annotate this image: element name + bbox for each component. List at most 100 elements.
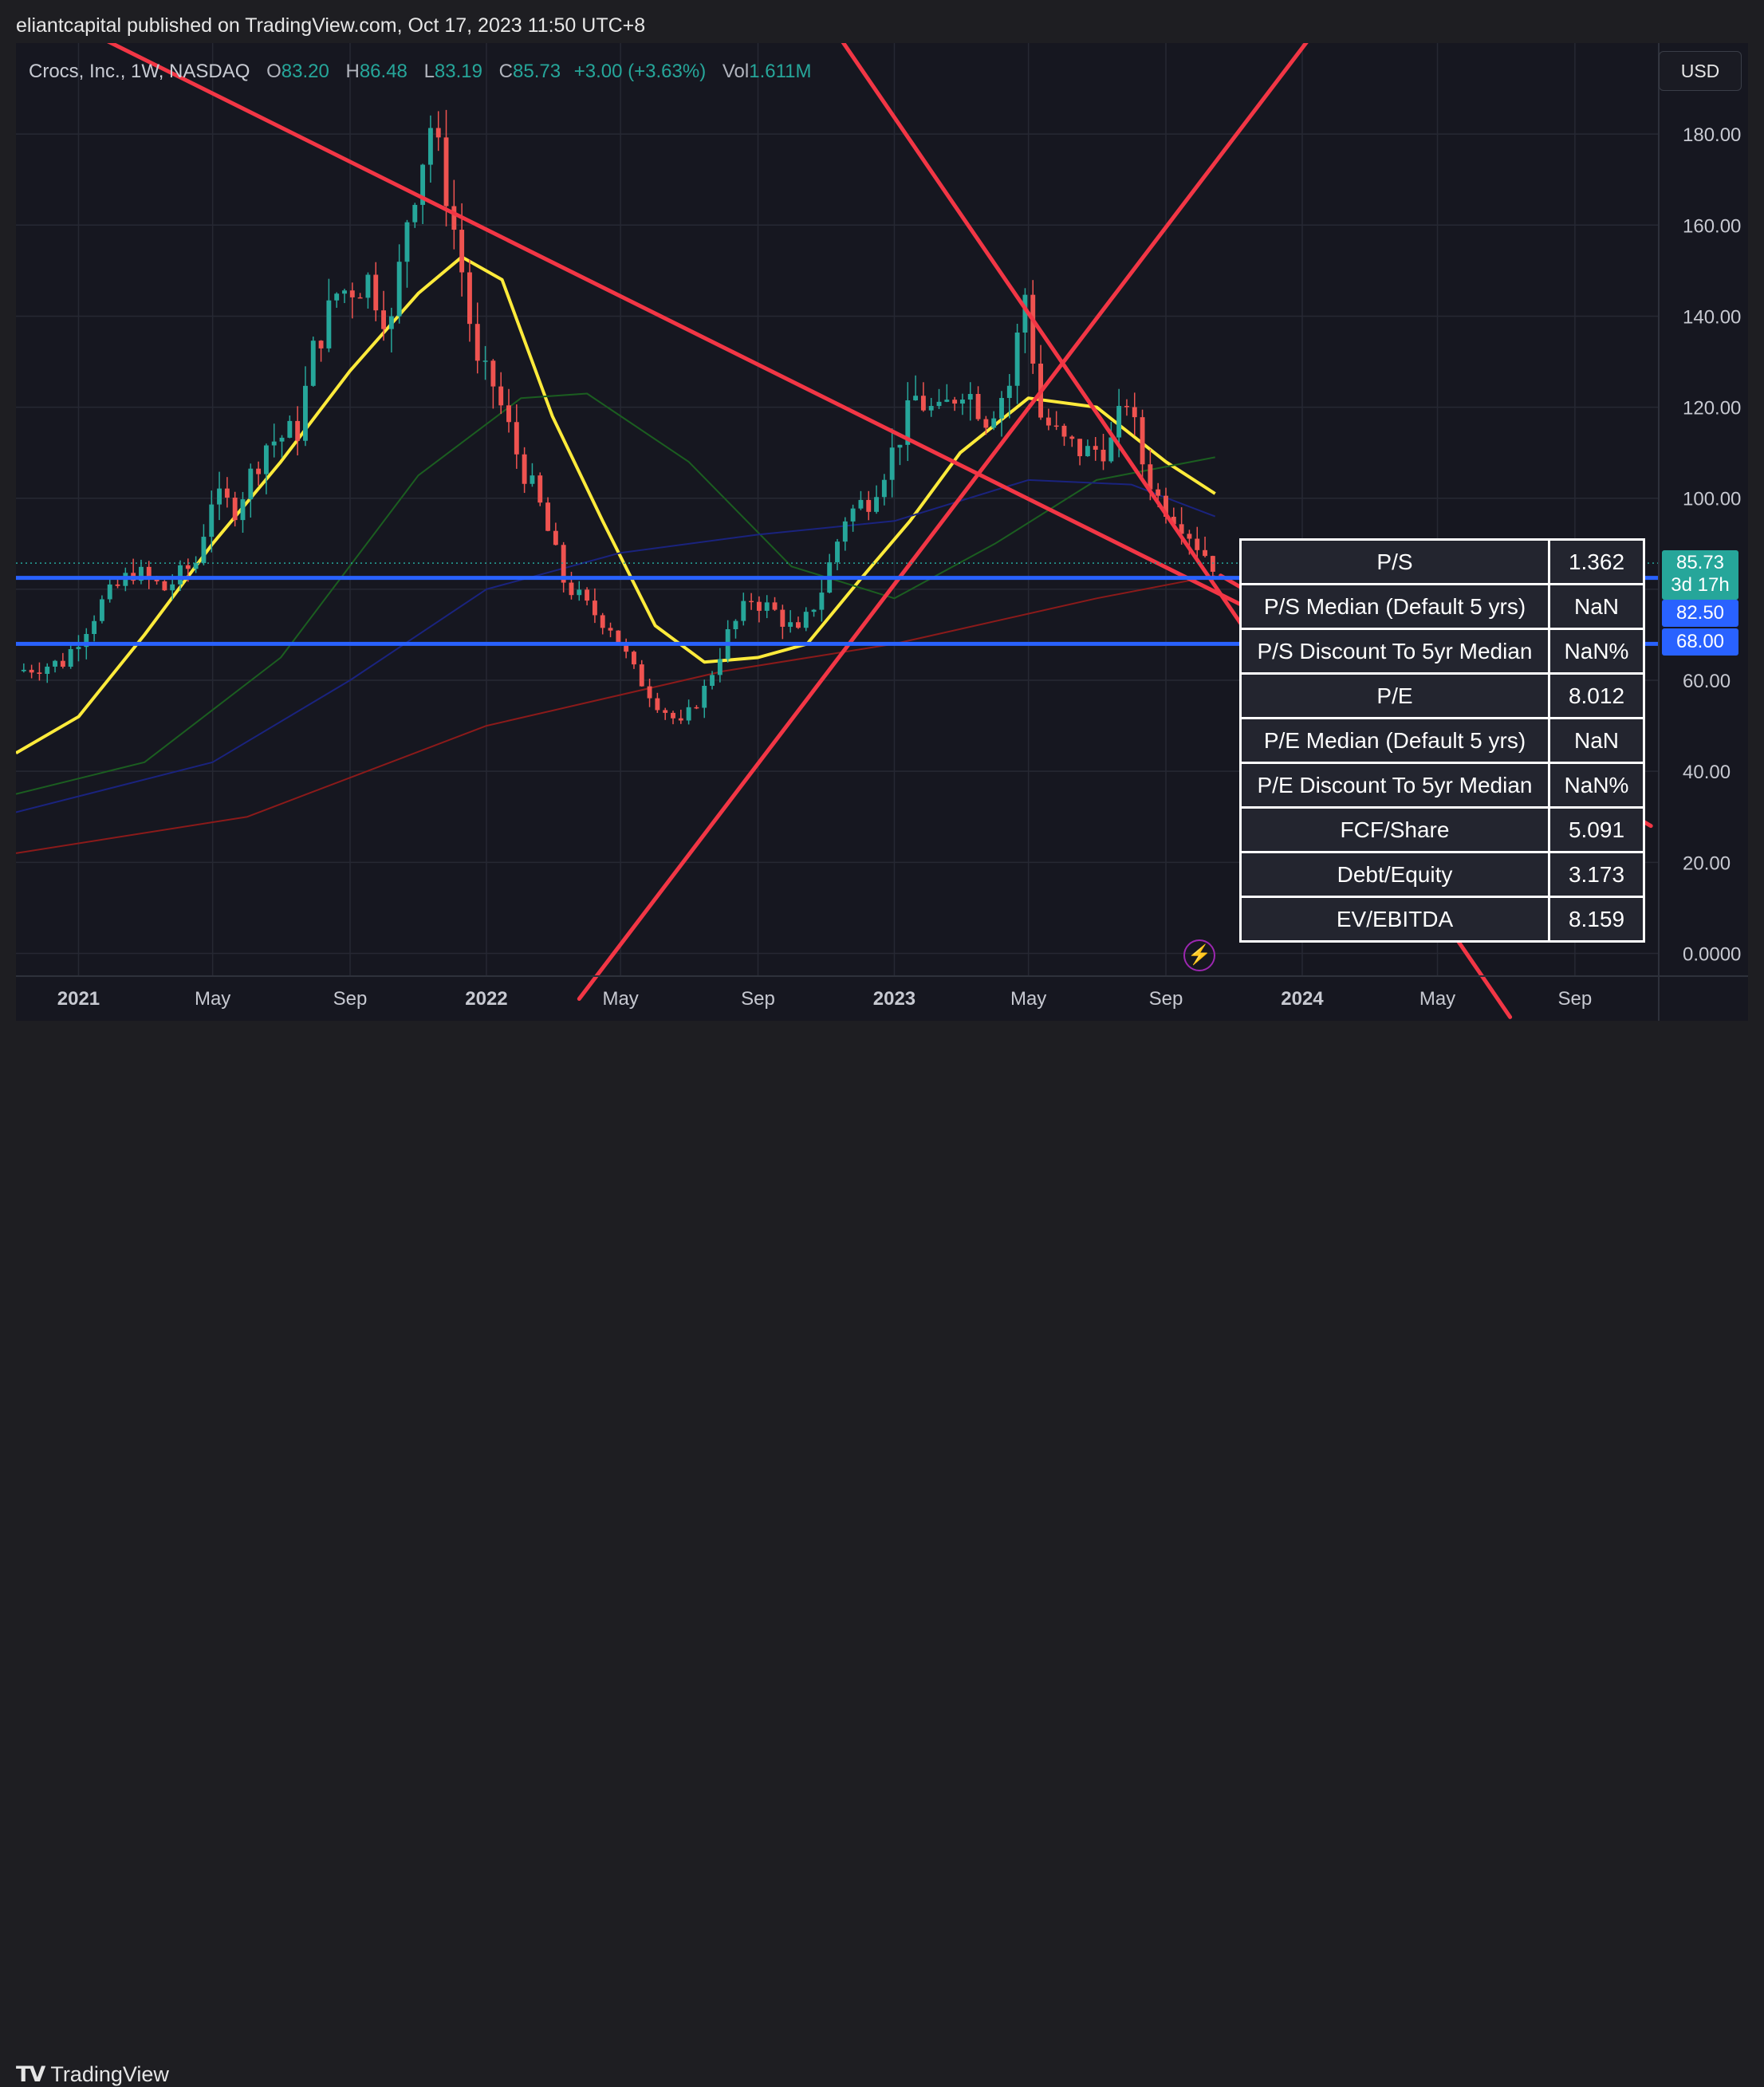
last-price-tag: 85.73 3d 17h bbox=[1662, 550, 1738, 600]
candle-body bbox=[334, 293, 340, 301]
candle-body bbox=[881, 479, 887, 498]
y-tick-label: 40.00 bbox=[1683, 762, 1731, 783]
currency-button[interactable]: USD bbox=[1659, 51, 1742, 91]
candle-body bbox=[639, 664, 644, 687]
y-tick-label: 20.00 bbox=[1683, 853, 1731, 874]
candle-body bbox=[858, 499, 864, 509]
candle-body bbox=[1148, 464, 1153, 490]
x-tick-label: May bbox=[602, 988, 638, 1010]
y-tick-label: 180.00 bbox=[1683, 124, 1741, 146]
candle-body bbox=[1203, 549, 1207, 557]
x-tick-label: Sep bbox=[1558, 988, 1593, 1010]
open-label: O bbox=[266, 61, 282, 82]
high-label: H bbox=[345, 61, 360, 82]
publisher-line: eliantcapital published on TradingView.c… bbox=[16, 14, 646, 37]
metric-value: 8.012 bbox=[1548, 672, 1645, 719]
candle-body bbox=[647, 686, 652, 699]
close-value: 85.73 bbox=[513, 61, 561, 82]
candle-body bbox=[866, 499, 872, 512]
level-68-tag: 68.00 bbox=[1662, 628, 1738, 656]
candle-body bbox=[788, 622, 793, 627]
candle-body bbox=[139, 566, 144, 581]
candle-body bbox=[1061, 425, 1067, 437]
metric-label: EV/EBITDA bbox=[1239, 896, 1550, 943]
candle-body bbox=[1014, 333, 1020, 386]
candle-body bbox=[84, 634, 89, 648]
candle-body bbox=[170, 584, 175, 591]
candle-body bbox=[741, 601, 746, 621]
candle-body bbox=[1101, 449, 1106, 462]
candle-body bbox=[115, 584, 120, 586]
fundamentals-row: Debt/Equity 3.173 bbox=[1239, 851, 1645, 898]
candle-body bbox=[983, 419, 989, 428]
metric-label: P/E Discount To 5yr Median bbox=[1239, 762, 1550, 809]
candle-body bbox=[60, 660, 65, 667]
fundamentals-row: P/E Discount To 5yr Median NaN% bbox=[1239, 762, 1645, 809]
candle-body bbox=[381, 310, 386, 329]
candle-body bbox=[561, 545, 566, 583]
candle-body bbox=[248, 468, 254, 500]
high-value: 86.48 bbox=[359, 61, 408, 82]
candle-body bbox=[632, 652, 636, 665]
trendline bbox=[577, 43, 1309, 1002]
candle-body bbox=[240, 499, 246, 521]
fundamentals-row: P/S Median (Default 5 yrs) NaN bbox=[1239, 583, 1645, 630]
candle-body bbox=[506, 405, 511, 423]
metric-label: P/S bbox=[1239, 538, 1550, 585]
y-tick-label: 140.00 bbox=[1683, 306, 1741, 328]
candle-body bbox=[913, 396, 919, 401]
axes: 0.000020.0040.0060.0080.00100.00120.0014… bbox=[16, 43, 1748, 1021]
tradingview-logo[interactable]: 𝗧𝗩 TradingView bbox=[16, 2062, 169, 2087]
candle-body bbox=[498, 386, 504, 406]
candle-body bbox=[178, 565, 183, 585]
candle-body bbox=[76, 647, 81, 649]
candle-body bbox=[279, 437, 285, 442]
change-value: +3.00 (+3.63%) bbox=[573, 61, 707, 82]
candle-body bbox=[256, 468, 262, 474]
metric-label: P/S Discount To 5yr Median bbox=[1239, 628, 1550, 675]
candle-body bbox=[232, 497, 238, 521]
brand-name: TradingView bbox=[50, 2062, 169, 2086]
candle-body bbox=[1195, 538, 1200, 550]
candle-body bbox=[936, 401, 942, 407]
x-tick-label: 2024 bbox=[1281, 988, 1324, 1010]
candle-body bbox=[608, 628, 613, 631]
lightning-bolt-icon[interactable]: ⚡ bbox=[1183, 939, 1215, 971]
candle-body bbox=[412, 204, 418, 222]
candle-body bbox=[318, 341, 324, 348]
candle-body bbox=[749, 601, 754, 603]
candle-body bbox=[303, 385, 308, 441]
candle-body bbox=[624, 644, 629, 652]
candle-body bbox=[1085, 446, 1090, 457]
metric-label: FCF/Share bbox=[1239, 806, 1550, 853]
fundamentals-row: P/E 8.012 bbox=[1239, 672, 1645, 719]
candle-body bbox=[796, 622, 801, 628]
candle-body bbox=[756, 601, 762, 611]
candle-body bbox=[803, 612, 809, 628]
candle-body bbox=[1077, 439, 1083, 457]
chart-frame[interactable]: 0.000020.0040.0060.0080.00100.00120.0014… bbox=[16, 43, 1748, 1021]
candle-body bbox=[1171, 516, 1176, 525]
fundamentals-row: FCF/Share 5.091 bbox=[1239, 806, 1645, 853]
candle-body bbox=[482, 360, 488, 362]
candle-body bbox=[1116, 406, 1122, 438]
candle-body bbox=[952, 400, 958, 404]
candle-body bbox=[443, 137, 449, 207]
candle-body bbox=[663, 710, 668, 713]
candle-body bbox=[999, 398, 1004, 419]
candle-body bbox=[53, 660, 57, 667]
x-tick-label: May bbox=[195, 988, 230, 1010]
candle-body bbox=[671, 712, 675, 719]
candle-body bbox=[388, 316, 394, 329]
candle-body bbox=[850, 508, 856, 522]
open-value: 83.20 bbox=[281, 61, 329, 82]
footer-bar: 𝗧𝗩 TradingView bbox=[0, 1026, 1764, 2086]
candle-body bbox=[1140, 417, 1145, 465]
candle-body bbox=[224, 488, 230, 498]
candle-body bbox=[427, 128, 433, 165]
metric-label: Debt/Equity bbox=[1239, 851, 1550, 898]
candle-body bbox=[694, 707, 699, 709]
moving-average-line bbox=[16, 478, 1216, 813]
candle-body bbox=[569, 582, 574, 596]
candle-body bbox=[201, 537, 207, 564]
